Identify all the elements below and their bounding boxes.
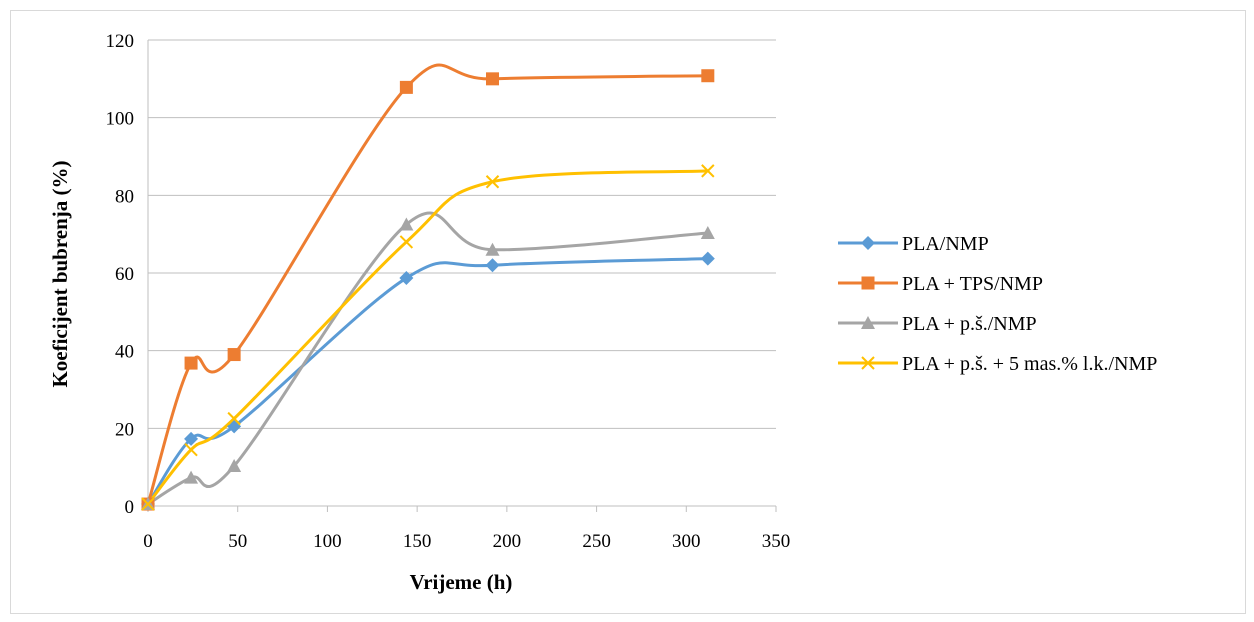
series-line-4 — [146, 169, 708, 505]
data-point-s4-3 — [399, 235, 414, 249]
data-point-s3-1 — [184, 470, 199, 484]
legend-marker — [861, 316, 875, 329]
legend-item-4: PLA + p.š. + 5 mas.% l.k./NMP — [838, 353, 1157, 375]
data-point-s2-5 — [701, 69, 715, 83]
series-line-2 — [146, 63, 708, 505]
data-point-s3-5 — [700, 226, 715, 240]
legend-marker — [861, 356, 875, 370]
x-tick-label: 250 — [582, 531, 611, 552]
x-tick-label: 100 — [313, 531, 342, 552]
data-point-s4-0 — [141, 497, 155, 511]
legend-item-1: PLA/NMP — [838, 233, 989, 255]
series-markers — [141, 69, 715, 512]
data-point-s4-2 — [227, 411, 241, 426]
legend-label: PLA/NMP — [902, 233, 989, 255]
x-tick-label: 150 — [403, 531, 432, 552]
axes: 0 20 40 60 80 100 120 0 50 100 150 200 250 300 350 — [106, 31, 791, 552]
y-tick-label: 40 — [115, 342, 134, 363]
legend: PLA/NMP PLA + TPS/NMP PLA + p.š./NMP PLA + … — [838, 233, 1157, 375]
x-tick-label: 300 — [672, 531, 701, 552]
gridlines — [148, 39, 776, 429]
y-tick-label: 100 — [106, 109, 135, 130]
data-point-s2-1 — [184, 356, 198, 370]
legend-marker — [861, 236, 875, 250]
data-point-s3-3 — [399, 217, 414, 231]
chart-frame — [10, 10, 1246, 614]
data-point-s3-4 — [485, 242, 500, 256]
legend-label: PLA + p.š. + 5 mas.% l.k./NMP — [902, 353, 1157, 375]
y-tick-label: 0 — [125, 497, 135, 518]
data-point-s1-3 — [399, 271, 414, 286]
y-tick-label: 80 — [115, 186, 134, 207]
y-tick-label: 20 — [115, 419, 134, 440]
legend-label: PLA + TPS/NMP — [902, 273, 1043, 295]
x-tick-label: 200 — [493, 531, 522, 552]
data-point-s1-5 — [700, 251, 715, 266]
legend-item-2: PLA + TPS/NMP — [838, 273, 1043, 295]
x-tick-label: 50 — [228, 531, 247, 552]
data-point-s2-4 — [486, 72, 500, 86]
series-line-3 — [147, 211, 708, 506]
y-tick-label: 60 — [115, 264, 134, 285]
data-point-s4-5 — [701, 164, 715, 178]
x-tick-label: 0 — [143, 531, 153, 552]
y-tick-label: 120 — [106, 31, 135, 52]
legend-label: PLA + p.š./NMP — [902, 313, 1037, 335]
data-point-s1-1 — [184, 431, 199, 446]
x-axis-title: Vrijeme (h) — [410, 570, 513, 594]
data-point-s1-4 — [485, 258, 500, 273]
data-point-s2-2 — [227, 348, 241, 362]
data-point-s3-2 — [227, 459, 242, 473]
series-lines — [146, 63, 708, 506]
y-axis-title: Koeficijent bubrenja (%) — [48, 160, 72, 387]
x-tick-label: 350 — [762, 531, 791, 552]
data-point-s4-1 — [184, 442, 198, 457]
legend-marker — [861, 276, 875, 290]
data-point-s2-3 — [399, 80, 413, 94]
legend-item-3: PLA + p.š./NMP — [838, 313, 1037, 335]
data-point-s4-4 — [485, 175, 500, 189]
